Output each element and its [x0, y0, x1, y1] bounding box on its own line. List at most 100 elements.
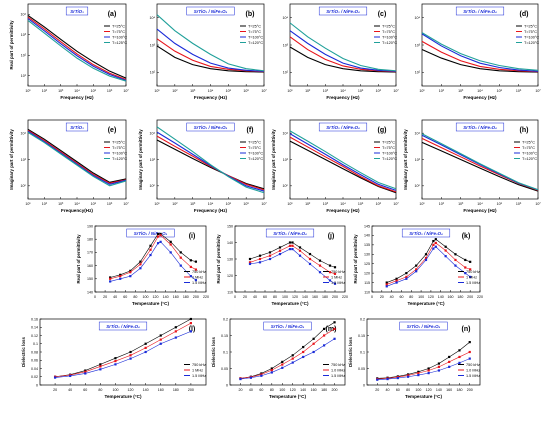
plot-frame	[27, 119, 127, 200]
series-line	[377, 351, 470, 380]
legend-label: T=100°C	[382, 151, 397, 155]
x-tick-label: 10⁵	[226, 89, 232, 93]
data-point	[424, 253, 428, 256]
y-axis-label: Dielectric loss	[211, 337, 216, 367]
legend-label: T=100°C	[524, 35, 539, 39]
x-tick-label: 60	[123, 295, 127, 299]
legend-label: 1 MHz	[192, 368, 203, 372]
x-tick-label: 10⁴	[477, 202, 483, 206]
y-tick-label: 10³	[415, 43, 421, 47]
series-line	[27, 16, 127, 80]
x-tick-label: 120	[426, 388, 432, 392]
data-point	[468, 357, 471, 360]
data-point	[129, 275, 132, 278]
data-point	[156, 242, 160, 245]
data-point	[291, 244, 294, 247]
y-tick-label: 120	[227, 274, 233, 278]
data-point	[308, 252, 312, 256]
data-point	[458, 349, 461, 352]
data-point	[129, 269, 132, 272]
data-point	[322, 344, 326, 347]
data-point	[84, 369, 87, 372]
data-point	[468, 341, 471, 344]
series-line	[289, 30, 397, 72]
data-point	[417, 370, 420, 373]
x-tick-label: 160	[173, 295, 179, 299]
panel-j: 0 20 40 60 80 100 120 140 160 180 200 220 110 120 130 1…	[216, 224, 348, 306]
data-point	[189, 317, 193, 321]
data-point	[395, 279, 398, 282]
series-line	[377, 358, 470, 381]
panel-letter: (k)	[462, 233, 471, 240]
series-line	[289, 140, 397, 194]
y-tick-label: 10⁴	[149, 16, 155, 20]
data-point	[312, 342, 315, 345]
data-point	[406, 374, 410, 377]
x-tick-label: 120	[292, 295, 298, 299]
data-point	[288, 244, 292, 247]
legend-label: 1 MHz	[466, 275, 477, 279]
x-tick-label: 60	[396, 388, 400, 392]
x-tick-label: 10²	[305, 89, 311, 93]
x-tick-label: 10¹	[419, 89, 425, 93]
y-tick-label: 0.15	[358, 334, 365, 338]
x-tick-label: 10⁶	[243, 89, 249, 93]
data-point	[437, 365, 441, 368]
data-point	[333, 327, 336, 330]
y-axis-label: Imaginary part of permittivity	[403, 129, 408, 190]
data-point	[395, 277, 398, 280]
data-point	[291, 357, 294, 360]
composition-title: SrTiO₃	[70, 125, 84, 130]
x-tick-label: 180	[173, 388, 179, 392]
data-point	[333, 321, 336, 324]
data-point	[448, 360, 451, 363]
series-line	[377, 341, 470, 379]
x-tick-label: 10⁷	[261, 89, 267, 93]
data-point	[239, 377, 242, 381]
composition-title: SrTiO₃	[70, 9, 84, 14]
y-axis-label: Real part of permittivity	[353, 234, 358, 284]
legend-label: 750 kHz	[466, 363, 480, 367]
x-tick-label: 10⁶	[516, 202, 522, 206]
panel-b: 10¹ 10² 10³ 10⁴ 10⁵ 10⁶ 10⁷ 10² 10³ 10⁴ Frequency …	[149, 3, 267, 100]
data-point	[194, 279, 198, 282]
x-tick-label: 10⁴	[208, 202, 214, 206]
composition-box	[126, 228, 175, 238]
x-tick-label: 10⁴	[74, 89, 80, 93]
data-point	[281, 366, 284, 369]
legend-label: T=120°C	[382, 157, 397, 161]
data-point	[318, 264, 322, 267]
x-tick-label: 180	[456, 388, 462, 392]
y-tick-label: 0	[363, 383, 365, 387]
data-point	[169, 251, 172, 254]
x-tick-label: 200	[193, 295, 199, 299]
series-line	[289, 46, 397, 73]
plot-frame	[156, 3, 265, 87]
composition-title: SrTiO₃ / NiFe₂O₄	[326, 9, 360, 14]
x-tick-label: 20	[380, 295, 384, 299]
series-line	[27, 18, 127, 81]
x-tick-label: 10⁵	[358, 89, 364, 93]
x-tick-label: 20	[375, 388, 379, 392]
data-point	[318, 259, 322, 262]
data-point	[179, 256, 182, 259]
x-tick-label: 160	[311, 388, 317, 392]
y-tick-label: 10²	[283, 71, 289, 75]
data-point	[260, 373, 263, 376]
legend-label: T=75°C	[248, 146, 261, 150]
data-point	[119, 273, 122, 276]
series-line	[27, 15, 127, 79]
data-point	[427, 372, 430, 375]
x-tick-label: 10¹	[287, 202, 293, 206]
legend-label: 1 MHz	[192, 275, 203, 279]
y-tick-label: 0.16	[31, 317, 38, 321]
x-tick-label: 200	[332, 295, 338, 299]
y-tick-label: 10⁴	[149, 131, 155, 135]
legend-label: T=120°C	[382, 41, 397, 45]
y-tick-label: 10⁰	[150, 184, 156, 188]
data-point	[333, 272, 337, 275]
y-tick-label: 110	[227, 290, 233, 294]
data-point	[129, 357, 132, 360]
data-point	[464, 266, 467, 269]
data-point	[139, 263, 142, 266]
